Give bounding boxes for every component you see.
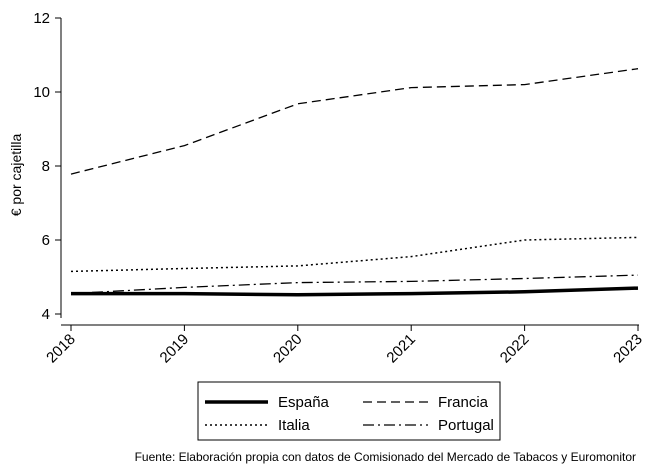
series-line-espana <box>71 286 639 297</box>
x-tick-label: 2021 <box>383 331 419 367</box>
y-tick-label: 12 <box>33 10 50 27</box>
y-tick-label: 6 <box>42 232 50 249</box>
axes: 4 6 8 10 12 2018 2019 2020 2021 2022 2023 <box>33 10 646 366</box>
x-tick-label: 2022 <box>497 331 533 367</box>
series-line-francia <box>70 68 639 175</box>
y-tick-label: 10 <box>33 84 50 101</box>
series-line-portugal <box>70 274 639 295</box>
legend: España Francia Italia Portugal <box>197 381 501 441</box>
legend-label-italia: Italia <box>278 417 310 434</box>
x-tick-label: 2018 <box>43 331 79 367</box>
legend-label-portugal: Portugal <box>438 417 494 434</box>
x-tick-label: 2023 <box>610 331 646 367</box>
y-axis-label: € por cajetilla <box>8 134 24 217</box>
series-line-italia <box>70 236 639 273</box>
y-tick-label: 8 <box>42 158 50 175</box>
legend-label-francia: Francia <box>438 394 489 411</box>
legend-label-espana: España <box>278 394 330 411</box>
y-tick-label: 4 <box>42 306 50 323</box>
x-tick-label: 2020 <box>270 331 306 367</box>
legend-box <box>197 381 501 441</box>
source-note: Fuente: Elaboración propia con datos de … <box>135 450 636 464</box>
x-tick-label: 2019 <box>157 331 193 367</box>
series-lines <box>70 68 639 297</box>
